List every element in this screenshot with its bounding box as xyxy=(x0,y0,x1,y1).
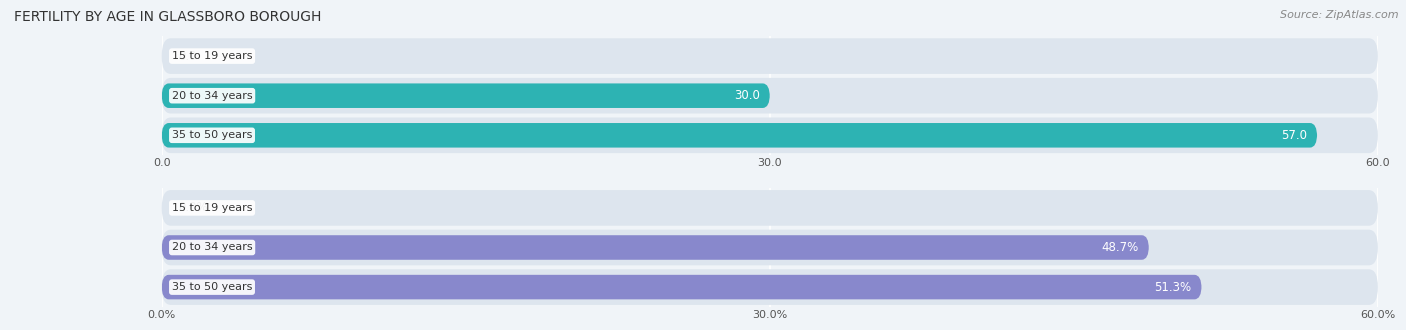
FancyBboxPatch shape xyxy=(162,275,1202,299)
FancyBboxPatch shape xyxy=(162,117,1378,153)
Text: 57.0: 57.0 xyxy=(1281,129,1308,142)
FancyBboxPatch shape xyxy=(162,123,1317,148)
Text: Source: ZipAtlas.com: Source: ZipAtlas.com xyxy=(1281,10,1399,20)
Text: 0.0%: 0.0% xyxy=(179,201,208,214)
FancyBboxPatch shape xyxy=(162,38,1378,74)
Text: 30.0: 30.0 xyxy=(734,89,759,102)
Text: 35 to 50 years: 35 to 50 years xyxy=(172,282,252,292)
Text: 48.7%: 48.7% xyxy=(1101,241,1139,254)
FancyBboxPatch shape xyxy=(162,190,1378,226)
Text: 20 to 34 years: 20 to 34 years xyxy=(172,91,253,101)
FancyBboxPatch shape xyxy=(162,83,769,108)
Text: 35 to 50 years: 35 to 50 years xyxy=(172,130,252,140)
FancyBboxPatch shape xyxy=(162,230,1378,265)
FancyBboxPatch shape xyxy=(162,269,1378,305)
Text: FERTILITY BY AGE IN GLASSBORO BOROUGH: FERTILITY BY AGE IN GLASSBORO BOROUGH xyxy=(14,10,322,24)
Text: 0.0: 0.0 xyxy=(179,50,197,63)
Text: 15 to 19 years: 15 to 19 years xyxy=(172,51,252,61)
Text: 20 to 34 years: 20 to 34 years xyxy=(172,243,253,252)
FancyBboxPatch shape xyxy=(162,78,1378,114)
Text: 51.3%: 51.3% xyxy=(1154,280,1191,294)
FancyBboxPatch shape xyxy=(162,235,1149,260)
Text: 15 to 19 years: 15 to 19 years xyxy=(172,203,252,213)
